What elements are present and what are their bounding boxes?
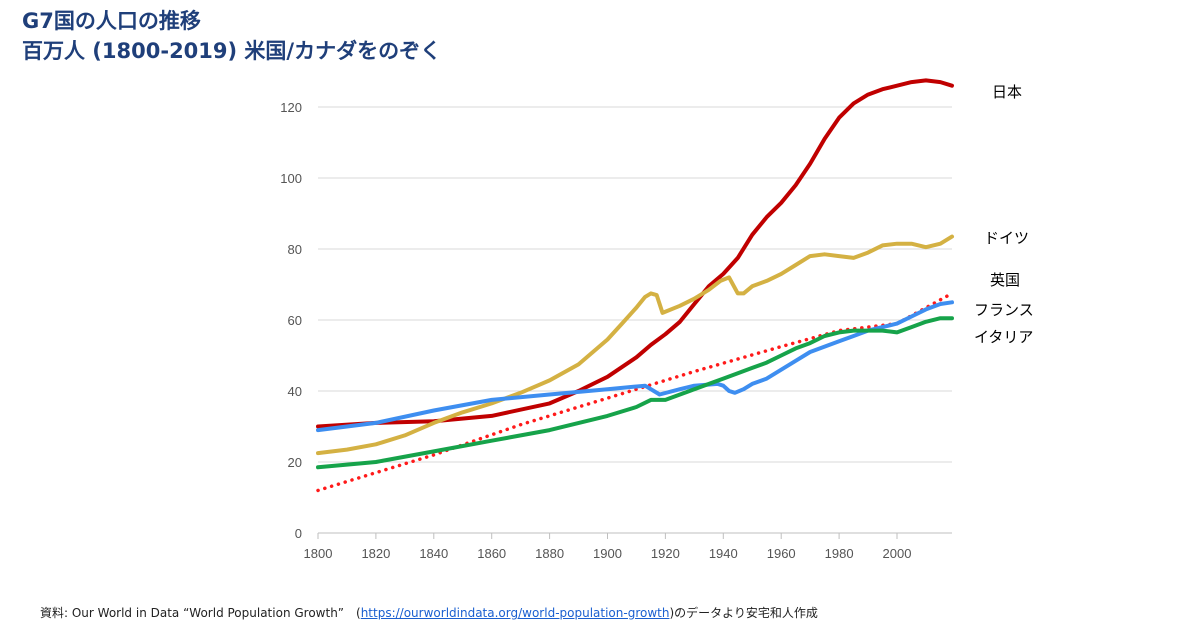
y-tick-label: 40 xyxy=(288,384,302,399)
chart-subtitle: 百万人 (1800-2019) 米国/カナダをのぞく xyxy=(22,39,442,63)
grid-layer xyxy=(318,106,952,463)
y-tick-label: 80 xyxy=(288,242,302,257)
chart-title: G7国の人口の推移 xyxy=(22,9,201,33)
source-suffix: )のデータより安宅和人作成 xyxy=(669,606,818,620)
y-tick-label: 60 xyxy=(288,313,302,328)
source-note: 資料: Our World in Data “World Population … xyxy=(40,604,818,621)
x-tick-label: 1940 xyxy=(709,546,738,561)
x-tick-label: 1920 xyxy=(651,546,680,561)
series-label-3: フランス xyxy=(974,301,1034,319)
series-label-1: ドイツ xyxy=(984,229,1029,247)
x-tick-label: 1980 xyxy=(825,546,854,561)
x-tick-label: 2000 xyxy=(883,546,912,561)
chart-title-block: G7国の人口の推移 百万人 (1800-2019) 米国/カナダをのぞく xyxy=(22,6,441,66)
y-tick-label: 0 xyxy=(295,526,302,541)
series-layer xyxy=(316,78,954,493)
x-tick-label: 1820 xyxy=(361,546,390,561)
x-tick-label: 1960 xyxy=(767,546,796,561)
y-tick-label: 20 xyxy=(288,455,302,470)
series-line-2 xyxy=(316,291,954,493)
x-tick-label: 1800 xyxy=(304,546,333,561)
x-tick-label: 1900 xyxy=(593,546,622,561)
series-label-4: イタリア xyxy=(974,328,1033,346)
axis-layer: 0 20 40 60 80 100 120 1800 1820 1840 1860 1880 1900 1… xyxy=(280,100,952,561)
y-tick-label: 100 xyxy=(280,171,302,186)
x-tick-label: 1880 xyxy=(535,546,564,561)
series-line-3 xyxy=(316,300,954,433)
series-line-4 xyxy=(316,316,954,470)
series-label-2: 英国 xyxy=(990,271,1020,289)
y-tick-label: 120 xyxy=(280,100,302,115)
source-prefix: 資料: Our World in Data “World Population … xyxy=(40,606,361,620)
x-tick-label: 1840 xyxy=(419,546,448,561)
series-label-0: 日本 xyxy=(992,83,1022,101)
x-tick-label: 1860 xyxy=(477,546,506,561)
series-line-0 xyxy=(316,78,954,429)
source-link[interactable]: https://ourworldindata.org/world-populat… xyxy=(360,606,670,620)
